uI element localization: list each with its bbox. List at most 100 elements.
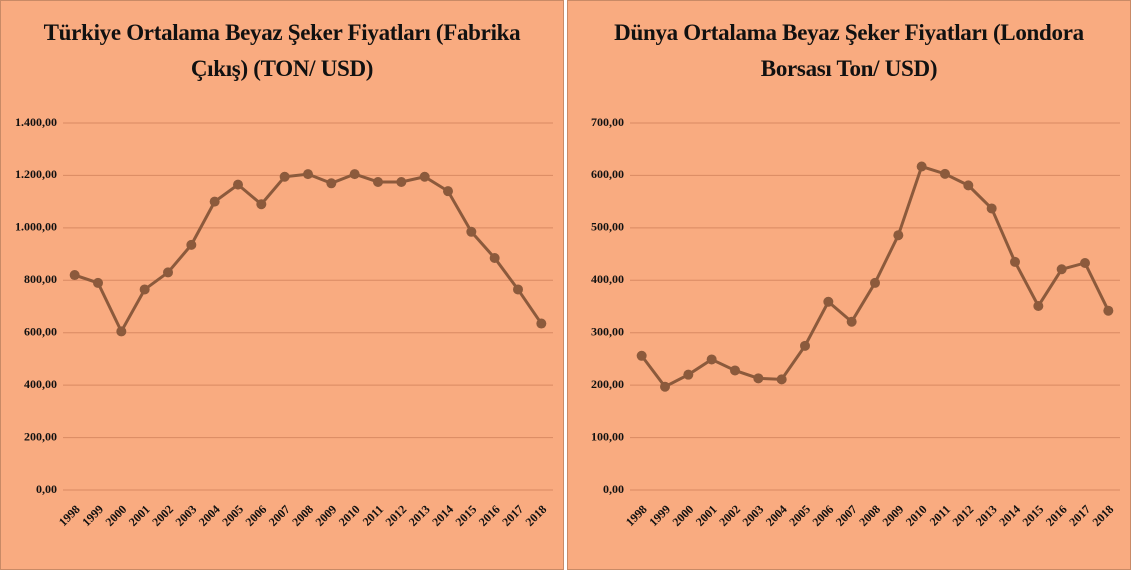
- marker: [963, 180, 974, 191]
- y-tick-label: 1.200,00: [15, 167, 57, 181]
- x-tick-label: 2013: [973, 502, 1000, 529]
- marker: [116, 326, 127, 337]
- y-tick-label: 800,00: [24, 272, 57, 286]
- y-tick-label: 0,00: [603, 482, 624, 496]
- marker: [373, 176, 383, 187]
- marker: [279, 171, 290, 182]
- x-tick-label: 2017: [499, 502, 526, 529]
- marker: [443, 186, 453, 197]
- marker: [69, 270, 80, 281]
- marker: [706, 354, 717, 365]
- x-tick-label: 2012: [383, 502, 410, 529]
- marker: [163, 267, 173, 278]
- marker: [1033, 300, 1044, 311]
- marker: [730, 365, 740, 376]
- y-tick-label: 700,00: [591, 115, 624, 129]
- x-tick-label: 2004: [763, 502, 790, 529]
- x-tick-label: 2012: [950, 502, 977, 529]
- x-tick-label: 2010: [336, 502, 363, 529]
- y-tick-label: 300,00: [591, 324, 624, 338]
- x-tick-label: 2005: [786, 502, 813, 529]
- y-tick-label: 0,00: [36, 482, 57, 496]
- x-tick-label: 2001: [126, 502, 153, 529]
- y-tick-label: 400,00: [591, 272, 624, 286]
- marker: [1056, 264, 1067, 275]
- x-tick-label: 2003: [740, 502, 767, 529]
- x-tick-label: 2002: [716, 502, 743, 529]
- x-tick-label: 1999: [646, 502, 673, 529]
- x-tick-label: 2000: [670, 502, 697, 529]
- y-tick-label: 200,00: [591, 377, 624, 391]
- marker: [823, 296, 834, 307]
- x-tick-label: 2006: [243, 502, 270, 529]
- x-tick-label: 2011: [360, 502, 386, 528]
- y-tick-label: 100,00: [591, 429, 624, 443]
- x-tick-label: 2008: [289, 502, 316, 529]
- x-tick-label: 2005: [219, 502, 246, 529]
- marker: [466, 226, 477, 237]
- marker: [349, 169, 360, 180]
- marker: [776, 374, 787, 385]
- marker: [419, 171, 430, 182]
- marker: [753, 373, 764, 384]
- chart-title: Dünya Ortalama Beyaz Şeker Fiyatları (Lo…: [614, 20, 1084, 81]
- y-tick-label: 200,00: [24, 429, 57, 443]
- chart-panel: Dünya Ortalama Beyaz Şeker Fiyatları (Lo…: [567, 0, 1131, 570]
- x-tick-label: 2007: [833, 502, 860, 529]
- x-tick-label: 2000: [103, 502, 130, 529]
- y-tick-label: 1.000,00: [15, 220, 57, 234]
- marker: [986, 203, 997, 214]
- marker: [636, 350, 647, 361]
- y-tick-label: 600,00: [24, 324, 57, 338]
- x-tick-label: 2014: [429, 502, 456, 529]
- chart-panel: Türkiye Ortalama Beyaz Şeker Fiyatları (…: [0, 0, 564, 570]
- x-tick-label: 2006: [810, 502, 837, 529]
- x-tick-label: 2010: [903, 502, 930, 529]
- line: [74, 172, 543, 335]
- marker: [536, 318, 547, 329]
- marker: [139, 284, 150, 295]
- x-tick-label: 2016: [1043, 502, 1070, 529]
- marker: [256, 199, 267, 210]
- marker: [916, 161, 927, 172]
- chart: 0,00 100,00 200,00 300,00 400,00 500,00 600,00…: [591, 115, 1120, 529]
- y-tick-label: 600,00: [591, 167, 624, 181]
- marker: [326, 178, 337, 189]
- x-tick-label: 2009: [880, 502, 907, 529]
- marker: [93, 277, 103, 288]
- x-tick-label: 2007: [266, 502, 293, 529]
- marker: [800, 340, 810, 351]
- marker: [660, 381, 670, 392]
- x-tick-label: 2018: [1090, 502, 1117, 529]
- marker: [870, 277, 880, 288]
- x-tick-label: 2009: [313, 502, 340, 529]
- x-tick-label: 2015: [1020, 502, 1047, 529]
- chart-title: Türkiye Ortalama Beyaz Şeker Fiyatları (…: [43, 20, 521, 81]
- marker: [186, 239, 197, 250]
- x-tick-label: 2015: [453, 502, 480, 529]
- marker: [233, 179, 243, 190]
- marker: [1080, 257, 1090, 268]
- marker: [893, 230, 904, 241]
- marker: [303, 169, 313, 180]
- line: [640, 164, 1110, 389]
- marker: [846, 316, 857, 327]
- marker: [489, 253, 500, 264]
- x-tick-label: 1998: [623, 502, 650, 529]
- x-tick-label: 1999: [79, 502, 106, 529]
- x-tick-label: 2018: [523, 502, 550, 529]
- marker: [1103, 305, 1114, 316]
- marker: [209, 196, 220, 207]
- marker: [1010, 256, 1020, 267]
- x-tick-label: 2017: [1066, 502, 1093, 529]
- y-tick-label: 500,00: [591, 220, 624, 234]
- x-tick-label: 2014: [996, 502, 1023, 529]
- marker: [940, 168, 950, 179]
- y-tick-label: 400,00: [24, 377, 57, 391]
- x-tick-label: 2002: [149, 502, 176, 529]
- marker: [396, 176, 407, 187]
- chart: 0,00 200,00 400,00 600,00 800,00 1.000,00 1.20…: [15, 115, 553, 529]
- x-tick-label: 2011: [927, 502, 953, 528]
- x-tick-label: 2001: [693, 502, 720, 529]
